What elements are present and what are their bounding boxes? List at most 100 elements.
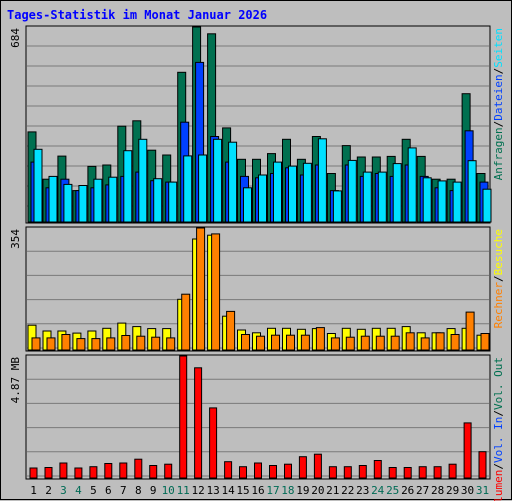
bar-bot-volumen-22	[343, 466, 352, 479]
bar-bot-volumen-10	[164, 463, 173, 479]
legend-mid-0: Rechner	[492, 282, 505, 329]
bar-top-seiten-15	[243, 187, 252, 223]
bar-top-seiten-30	[467, 160, 477, 223]
bar-bot-volumen-13	[209, 407, 218, 479]
x-tick-label-28: 28	[431, 484, 444, 497]
bar-mid-rechner-30	[465, 311, 475, 351]
bar-mid-rechner-18	[286, 334, 295, 351]
bar-mid-rechner-4	[76, 338, 86, 351]
bar-top-seiten-2	[48, 175, 58, 223]
bar-mid-rechner-29	[450, 334, 460, 351]
bar-bot-volumen-9	[149, 465, 158, 479]
bar-mid-rechner-2	[46, 337, 56, 351]
bar-mid-rechner-26	[405, 332, 415, 351]
legend-bot-0: Volumen	[492, 470, 505, 501]
x-tick-label-3: 3	[60, 484, 67, 497]
bar-mid-rechner-3	[61, 334, 71, 351]
x-tick-label-20: 20	[311, 484, 324, 497]
x-tick-label-14: 14	[221, 484, 235, 497]
bar-top-seiten-31	[482, 188, 492, 223]
legend-top-1: /	[492, 121, 505, 128]
bar-top-seiten-24	[377, 171, 387, 223]
x-tick-label-16: 16	[251, 484, 264, 497]
bar-mid-rechner-27	[420, 337, 430, 351]
bar-top-seiten-18	[288, 165, 297, 223]
legend-top: Anfragen/Dateien/Seiten	[492, 28, 505, 180]
legend-bot-4: Vol. Out	[492, 357, 505, 410]
x-tick-label-30: 30	[461, 484, 474, 497]
bar-top-seiten-20	[317, 138, 327, 223]
x-tick-label-1: 1	[30, 484, 37, 497]
y-max-label-mid: 354	[9, 229, 22, 249]
x-tick-label-10: 10	[162, 484, 175, 497]
bar-top-seiten-9	[153, 178, 163, 223]
bar-top-seiten-8	[138, 138, 148, 223]
bar-mid-rechner-28	[435, 332, 445, 351]
legend-top-3: /	[492, 68, 505, 75]
bar-mid-rechner-15	[241, 334, 250, 351]
bar-top-seiten-10	[168, 181, 178, 223]
bar-top-seiten-6	[108, 176, 118, 223]
bar-top-seiten-28	[437, 180, 447, 223]
bar-bot-volumen-18	[284, 463, 292, 479]
bar-bot-volumen-12	[194, 367, 203, 479]
bar-top-seiten-29	[452, 181, 462, 223]
legend-bot: Volumen/Vol. In/Vol. Out	[492, 357, 505, 501]
bar-mid-rechner-5	[91, 338, 101, 351]
bar-bot-volumen-7	[119, 462, 128, 479]
x-tick-label-21: 21	[326, 484, 339, 497]
x-tick-label-25: 25	[386, 484, 399, 497]
bar-top-seiten-25	[392, 163, 402, 223]
bar-bot-volumen-26	[403, 467, 412, 479]
bar-bot-volumen-2	[44, 467, 53, 479]
bar-bot-volumen-11	[179, 355, 188, 479]
bar-mid-rechner-6	[106, 337, 116, 351]
bar-mid-rechner-11	[181, 293, 191, 351]
x-tick-label-12: 12	[191, 484, 204, 497]
x-tick-label-31: 31	[476, 484, 489, 497]
x-tick-label-15: 15	[236, 484, 249, 497]
bar-top-seiten-23	[362, 171, 372, 223]
bar-top-seiten-3	[63, 183, 73, 223]
x-tick-label-8: 8	[135, 484, 142, 497]
bar-bot-volumen-4	[74, 467, 83, 479]
bar-top-seiten-16	[258, 174, 267, 223]
bar-mid-rechner-17	[271, 334, 280, 351]
bar-top-seiten-11	[183, 155, 193, 223]
bar-bot-volumen-30	[463, 422, 472, 479]
y-max-label-top: 684	[9, 28, 22, 48]
bar-top-seiten-22	[347, 159, 357, 223]
bar-mid-rechner-19	[300, 334, 310, 351]
bar-mid-rechner-9	[151, 336, 161, 351]
x-tick-label-7: 7	[120, 484, 127, 497]
legend-top-4: Seiten	[492, 28, 505, 68]
bar-bot-volumen-17	[269, 465, 277, 479]
bar-bot-volumen-8	[134, 458, 143, 479]
y-max-label-bot: 4.87 MB	[9, 357, 22, 404]
bar-top-seiten-19	[302, 162, 312, 223]
bar-mid-rechner-24	[375, 335, 385, 351]
bar-bot-volumen-1	[29, 467, 38, 479]
x-tick-label-5: 5	[90, 484, 97, 497]
bar-top-seiten-14	[228, 141, 238, 223]
x-tick-label-27: 27	[416, 484, 429, 497]
panel-bot	[25, 354, 491, 480]
x-tick-label-23: 23	[356, 484, 369, 497]
bar-bot-volumen-31	[478, 451, 487, 479]
bar-mid-rechner-23	[360, 335, 370, 351]
x-tick-label-19: 19	[296, 484, 309, 497]
bar-mid-rechner-8	[136, 335, 146, 351]
bar-bot-volumen-24	[373, 460, 382, 479]
bar-mid-rechner-7	[121, 335, 131, 351]
legend-mid: Rechner/Besuche	[492, 229, 505, 328]
bar-top-seiten-5	[93, 178, 103, 223]
bar-bot-volumen-29	[448, 463, 457, 479]
x-tick-label-6: 6	[105, 484, 112, 497]
bar-bot-volumen-6	[104, 463, 113, 479]
bar-top-seiten-12	[198, 154, 208, 223]
bar-mid-rechner-13	[211, 233, 221, 351]
x-tick-label-24: 24	[371, 484, 385, 497]
legend-bot-1: /	[492, 463, 505, 470]
bar-mid-rechner-21	[330, 337, 340, 351]
